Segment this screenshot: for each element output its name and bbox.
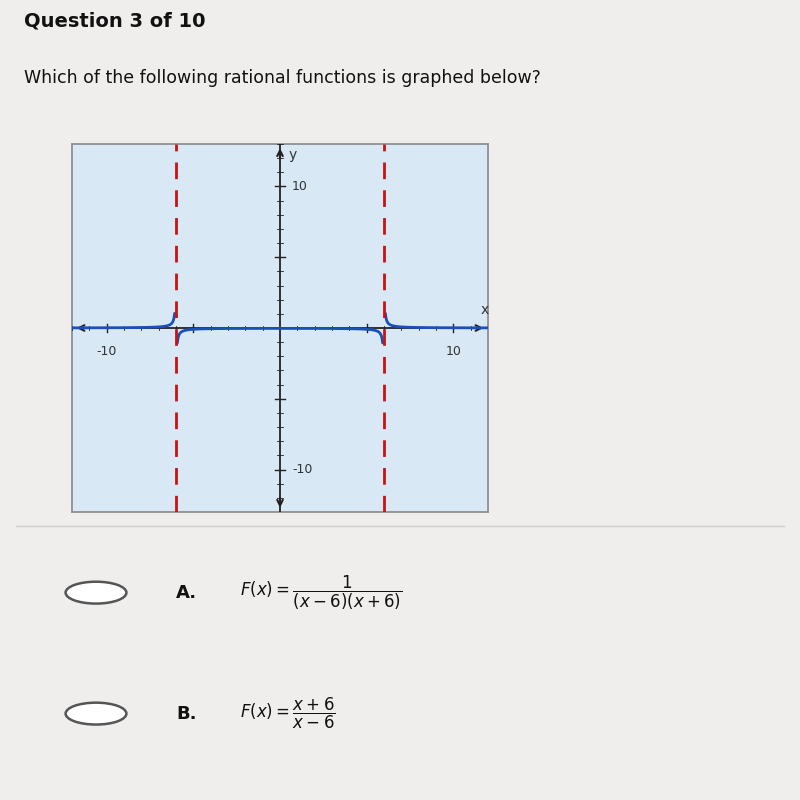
Text: Which of the following rational functions is graphed below?: Which of the following rational function…	[24, 69, 541, 87]
Text: 10: 10	[446, 345, 462, 358]
Text: y: y	[289, 148, 297, 162]
Circle shape	[66, 702, 126, 725]
Text: B.: B.	[176, 705, 197, 722]
Text: A.: A.	[176, 584, 197, 602]
Text: 10: 10	[292, 180, 308, 193]
Text: -10: -10	[292, 463, 313, 476]
Text: x: x	[481, 302, 489, 317]
Text: $F(x) = \dfrac{1}{(x-6)(x+6)}$: $F(x) = \dfrac{1}{(x-6)(x+6)}$	[240, 574, 402, 612]
Text: -10: -10	[97, 345, 117, 358]
Text: Question 3 of 10: Question 3 of 10	[24, 11, 206, 30]
Circle shape	[66, 582, 126, 603]
Text: $F(x) = \dfrac{x+6}{x-6}$: $F(x) = \dfrac{x+6}{x-6}$	[240, 696, 336, 731]
